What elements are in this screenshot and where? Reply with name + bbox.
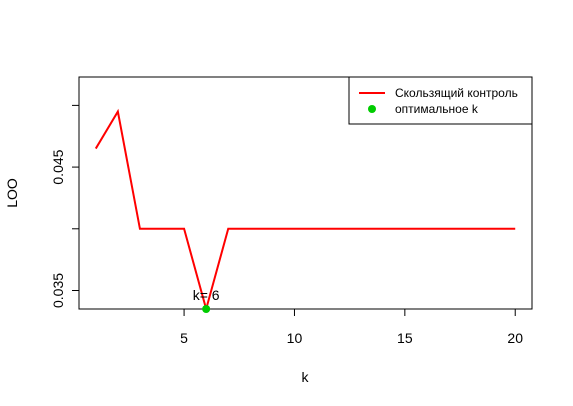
x-tick-label: 10 [287,330,303,346]
x-tick-label: 15 [397,330,413,346]
optimal-point [202,305,211,313]
x-tick-label: 5 [180,330,188,346]
legend-label-series: Скользящий контроль [395,86,518,100]
optimal-point-label: k= 6 [193,287,220,303]
x-tick-label: 20 [507,330,523,346]
y-axis: 0.035 0.045 [50,104,80,308]
series-line [94,108,516,313]
series-layer: k= 6 [94,108,516,313]
x-axis: 5 10 15 20 [180,308,523,346]
legend-box [348,76,533,125]
x-axis-label: k [302,369,310,385]
y-tick-label: 0.045 [50,149,66,184]
legend-label-optimal: оптимальное k [395,102,479,116]
legend: Скользящий контроль оптимальное k [348,76,533,125]
legend-point-swatch [368,105,376,113]
y-tick-label: 0.035 [50,273,66,308]
y-axis-label: LOO [4,178,20,208]
